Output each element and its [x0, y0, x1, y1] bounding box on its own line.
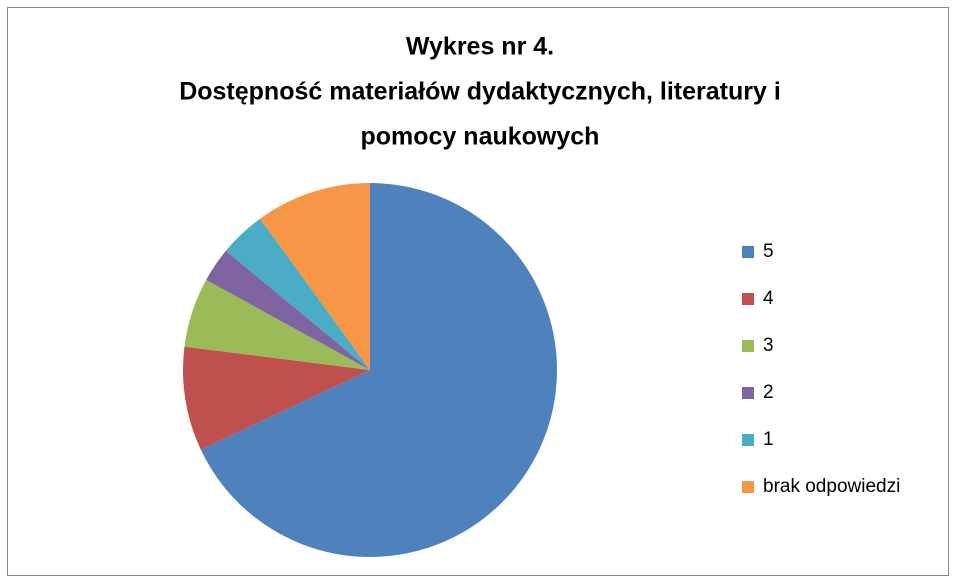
pie-slice: [183, 346, 370, 450]
legend-swatch: [742, 340, 754, 352]
legend-label: 4: [763, 288, 774, 309]
pie-slice: [206, 250, 370, 370]
legend-swatch: [742, 387, 754, 399]
pie-slice: [260, 183, 370, 370]
chart-title: pomocy naukowych: [361, 123, 600, 151]
legend-swatch: [742, 434, 754, 446]
pie-slice: [184, 279, 370, 370]
legend-label: 2: [763, 382, 774, 403]
chart-title: Wykres nr 4.: [406, 33, 554, 61]
legend-label: 5: [763, 241, 774, 262]
legend-swatch: [742, 293, 754, 305]
legend-swatch: [742, 246, 754, 258]
legend-label: brak odpowiedzi: [763, 476, 900, 497]
chart-title: Dostępność materiałów dydaktycznych, lit…: [179, 78, 781, 106]
legend-swatch: [742, 481, 754, 493]
legend-label: 3: [763, 335, 774, 356]
legend-label: 1: [763, 429, 774, 450]
pie-slice: [225, 218, 370, 370]
pie-slice: [200, 183, 558, 557]
